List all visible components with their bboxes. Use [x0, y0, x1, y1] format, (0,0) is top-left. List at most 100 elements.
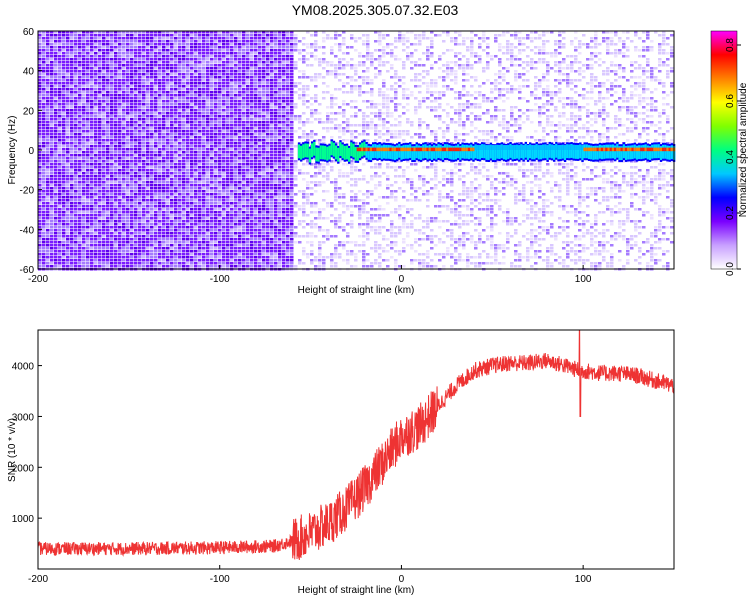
- spectrogram-cell: [266, 139, 270, 142]
- spectrogram-cell: [90, 241, 94, 244]
- spectrogram-cell: [94, 193, 98, 196]
- spectrogram-cell: [38, 85, 42, 88]
- spectrogram-cell: [150, 46, 154, 49]
- spectrogram-cell: [178, 187, 182, 190]
- spectrogram-cell: [242, 250, 246, 253]
- spectrogram-cell: [106, 100, 110, 103]
- spectrogram-cell: [202, 151, 206, 154]
- spectrogram-cell: [282, 55, 286, 58]
- spectrogram-cell: [50, 244, 54, 247]
- spectrogram-cell: [186, 202, 190, 205]
- spectrogram-cell: [254, 34, 258, 37]
- spectrogram-cell: [254, 37, 258, 40]
- spectrogram-cell: [154, 256, 158, 259]
- spectrogram-cell: [154, 34, 158, 37]
- spectrogram-cell: [126, 76, 130, 79]
- spectrogram-cell: [62, 145, 66, 148]
- spectrogram-cell: [250, 259, 254, 262]
- spectrogram-cell: [38, 238, 42, 241]
- spectrogram-cell: [222, 184, 226, 187]
- spectrogram-cell: [78, 142, 82, 145]
- spectrogram-cell: [58, 160, 62, 163]
- spectrogram-cell: [274, 247, 278, 250]
- spectrogram-cell: [66, 247, 70, 250]
- spectrogram-cell: [254, 79, 258, 82]
- spectrogram-cell: [198, 259, 202, 262]
- spectrogram-cell: [90, 220, 94, 223]
- spectrogram-cell: [274, 85, 278, 88]
- spectrogram-cell: [54, 229, 58, 232]
- spectrogram-cell: [178, 109, 182, 112]
- spectrogram-cell: [62, 79, 66, 82]
- spectrogram-cell: [234, 40, 238, 43]
- spectrogram-cell: [46, 247, 50, 250]
- spectrogram-cell: [226, 253, 230, 256]
- spectrogram-cell: [234, 208, 238, 211]
- spectrogram-cell: [202, 181, 206, 184]
- spectrogram-cell: [54, 226, 58, 229]
- spectrogram-cell: [86, 151, 90, 154]
- spectrogram-cell: [234, 199, 238, 202]
- spectrogram-cell: [250, 160, 254, 163]
- spectrogram-cell: [90, 163, 94, 166]
- spectrogram-cell: [170, 151, 174, 154]
- spectrogram-cell: [254, 142, 258, 145]
- spectrogram-cell: [158, 85, 162, 88]
- spectrogram-cell: [258, 91, 262, 94]
- spectrogram-cell: [86, 79, 90, 82]
- spectrogram-cell: [114, 79, 118, 82]
- spectrogram-cell: [222, 142, 226, 145]
- spectrogram-cell: [42, 220, 46, 223]
- spectrogram-cell: [266, 211, 270, 214]
- spectrogram-cell: [166, 247, 170, 250]
- spectrogram-cell: [126, 190, 130, 193]
- spectrogram-cell: [62, 61, 66, 64]
- spectrogram-cell: [230, 196, 234, 199]
- spectrogram-cell: [38, 67, 42, 70]
- spectrogram-cell: [206, 145, 210, 148]
- spectrogram-cell: [246, 241, 250, 244]
- spectrogram-cell: [170, 58, 174, 61]
- spectrogram-cell: [270, 157, 274, 160]
- spectrogram-cell: [82, 85, 86, 88]
- spectrogram-cell: [194, 229, 198, 232]
- spectrogram-cell: [250, 97, 254, 100]
- spectrogram-cell: [90, 115, 94, 118]
- spectrogram-cell: [226, 76, 230, 79]
- spectrogram-cell: [162, 85, 166, 88]
- spectrogram-cell: [246, 136, 250, 139]
- spectrogram-cell: [274, 262, 278, 265]
- spectrogram-cell: [182, 178, 186, 181]
- spectrogram-cell: [186, 148, 190, 151]
- spectrogram-cell: [214, 73, 218, 76]
- spectrogram-cell: [46, 181, 50, 184]
- spectrogram-cell: [150, 208, 154, 211]
- spectrogram-cell: [162, 118, 166, 121]
- spectrogram-cell: [214, 211, 218, 214]
- spectrogram-cell: [182, 151, 186, 154]
- spectrogram-cell: [154, 229, 158, 232]
- spectrogram-cell: [50, 100, 54, 103]
- spectrogram-cell: [182, 244, 186, 247]
- spectrogram-cell: [206, 208, 210, 211]
- spectrogram-cell: [218, 88, 222, 91]
- spectrogram-cell: [198, 115, 202, 118]
- spectrogram-cell: [178, 67, 182, 70]
- spectrogram-cell: [226, 262, 230, 265]
- spectrogram-cell: [114, 106, 118, 109]
- spectrogram-cell: [166, 262, 170, 265]
- spectrogram-cell: [86, 166, 90, 169]
- spectrogram-cell: [142, 124, 146, 127]
- spectrogram-cell: [142, 265, 146, 268]
- spectrogram-cell: [174, 106, 178, 109]
- spectrogram-cell: [250, 199, 254, 202]
- spectrogram-cell: [46, 160, 50, 163]
- spectrogram-cell: [190, 175, 194, 178]
- spectrogram-cell: [214, 265, 218, 268]
- spectrogram-cell: [162, 214, 166, 217]
- spectrogram-cell: [222, 250, 226, 253]
- spectrogram-cell: [230, 166, 234, 169]
- spectrogram-cell: [138, 67, 142, 70]
- spectrogram-cell: [270, 247, 274, 250]
- spectrogram-cell: [90, 151, 94, 154]
